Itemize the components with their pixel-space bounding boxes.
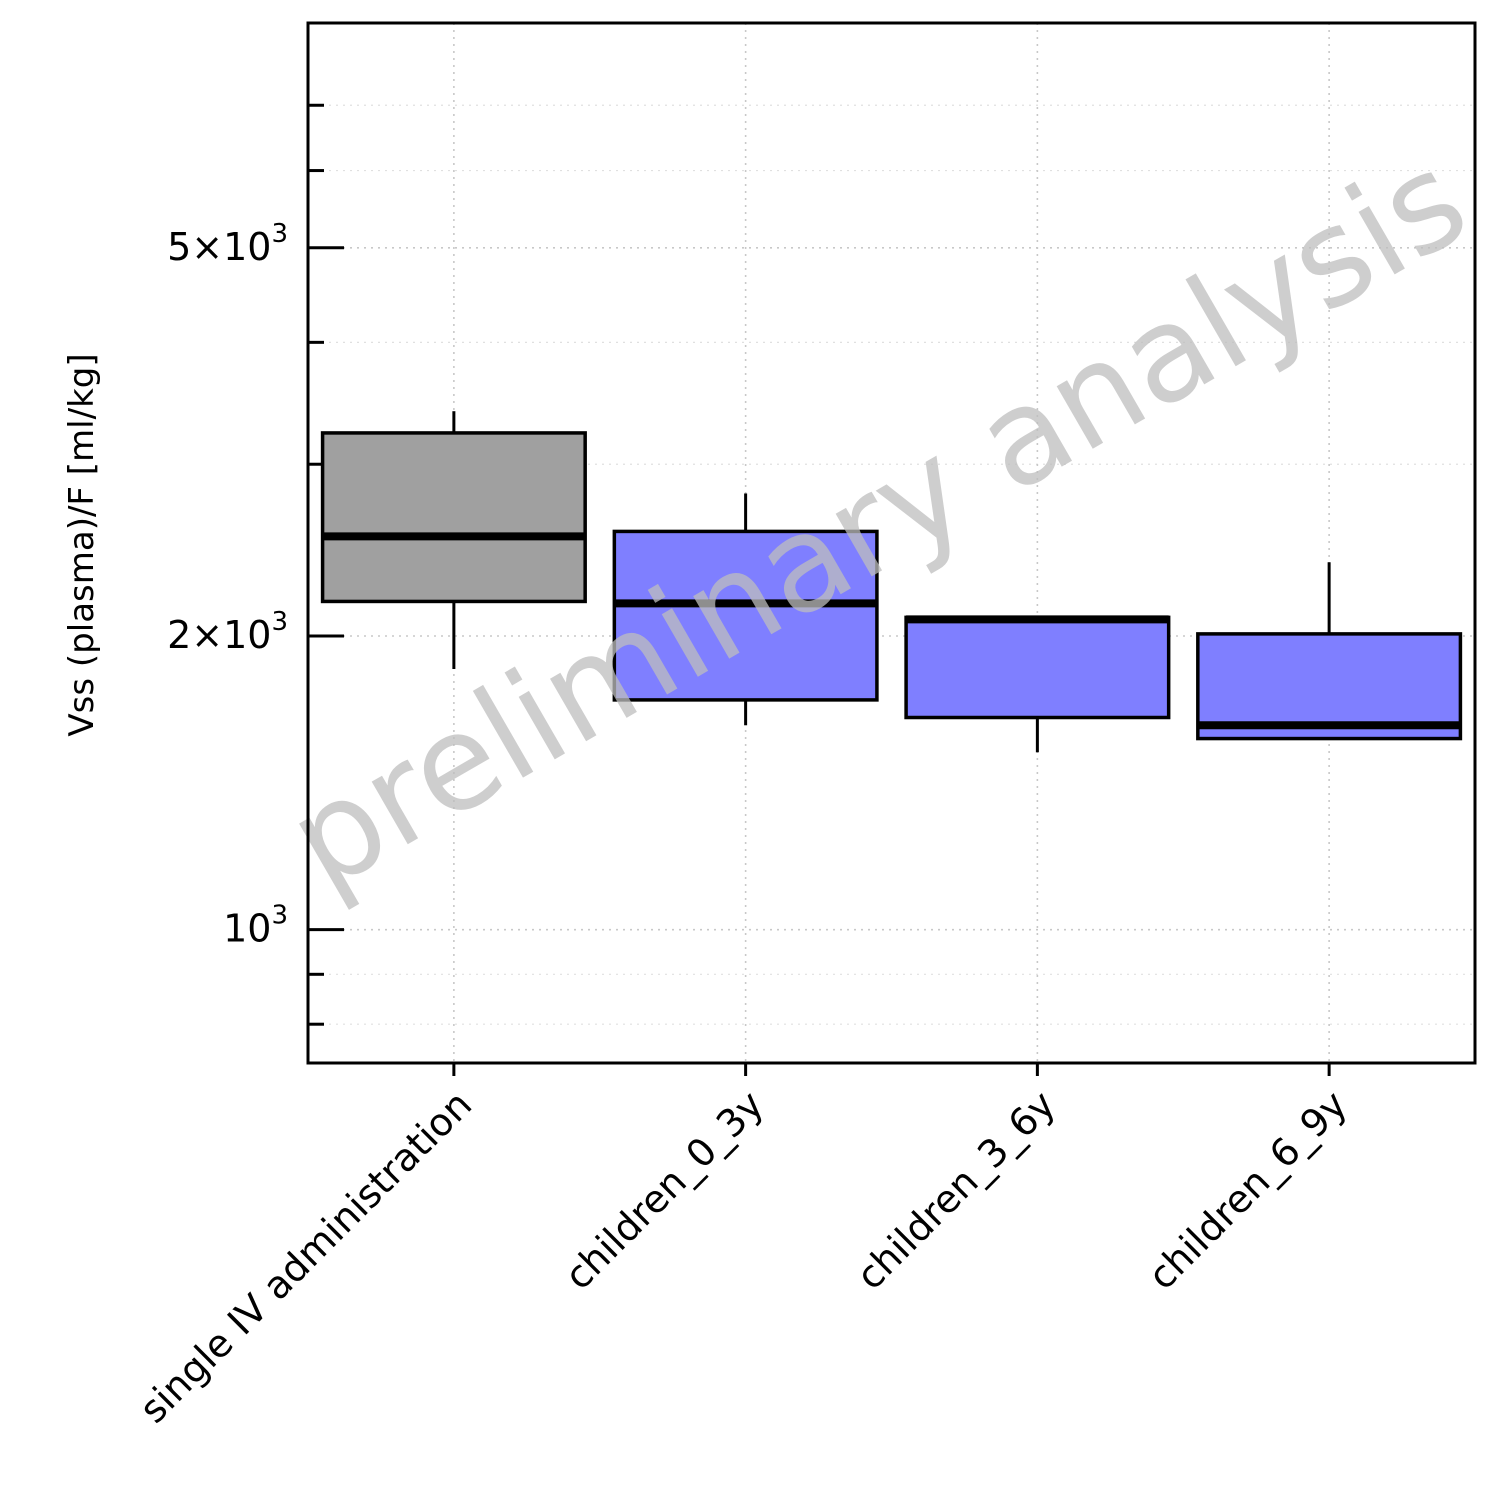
- box-iqr: [904, 615, 1171, 720]
- plot-frame: [306, 21, 1477, 1065]
- axes: [306, 21, 1477, 1076]
- box-iqr: [320, 431, 587, 604]
- y-tick-label: 5×103: [167, 219, 288, 269]
- y-tick-label: 103: [223, 901, 288, 951]
- box-iqr: [1196, 632, 1463, 741]
- boxes: [320, 411, 1463, 753]
- x-tick-label: children_0_3y: [556, 1082, 772, 1298]
- y-tick-label: 2×103: [167, 607, 288, 657]
- x-tick-label: single IV administration: [131, 1082, 480, 1431]
- box-iqr: [612, 529, 879, 702]
- x-tick-labels: single IV administration children_0_3y chi…: [131, 1082, 1355, 1431]
- y-axis-label: Vss (plasma)/F [ml/kg]: [62, 353, 102, 736]
- x-tick-label: children_6_9y: [1140, 1082, 1356, 1298]
- x-tick-label: children_3_6y: [848, 1082, 1064, 1298]
- y-tick-labels: 103 2×103 5×103: [167, 219, 288, 951]
